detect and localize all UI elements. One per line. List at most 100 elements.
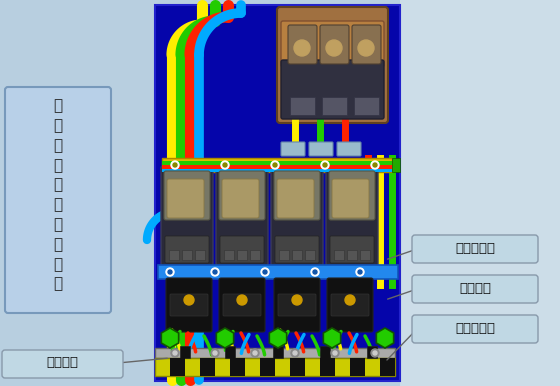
- Circle shape: [166, 268, 174, 276]
- Bar: [350, 358, 365, 376]
- Bar: [400, 0, 560, 386]
- Circle shape: [294, 40, 310, 56]
- Bar: [380, 358, 395, 376]
- Polygon shape: [269, 328, 287, 348]
- Circle shape: [333, 351, 337, 355]
- Bar: [367, 346, 377, 358]
- Bar: [224, 250, 234, 260]
- Circle shape: [358, 270, 362, 274]
- Circle shape: [271, 161, 279, 169]
- FancyBboxPatch shape: [332, 179, 369, 218]
- FancyBboxPatch shape: [223, 294, 261, 316]
- FancyBboxPatch shape: [331, 294, 369, 316]
- Circle shape: [184, 295, 194, 305]
- FancyBboxPatch shape: [222, 179, 259, 218]
- Circle shape: [371, 161, 379, 169]
- FancyBboxPatch shape: [309, 142, 333, 156]
- Circle shape: [171, 349, 179, 357]
- FancyBboxPatch shape: [271, 166, 323, 267]
- FancyBboxPatch shape: [288, 25, 317, 64]
- Bar: [260, 358, 275, 376]
- Bar: [354, 97, 379, 115]
- Bar: [273, 346, 283, 358]
- Circle shape: [213, 351, 217, 355]
- Bar: [292, 250, 302, 260]
- Circle shape: [291, 349, 299, 357]
- Bar: [290, 97, 315, 115]
- Circle shape: [373, 351, 377, 355]
- Text: 总
配
电
柜
电
缆
接
线
方
法: 总 配 电 柜 电 缆 接 线 方 法: [53, 98, 63, 291]
- Bar: [320, 346, 330, 358]
- FancyBboxPatch shape: [275, 236, 319, 263]
- FancyBboxPatch shape: [278, 294, 316, 316]
- Bar: [155, 358, 395, 376]
- FancyBboxPatch shape: [320, 25, 349, 64]
- Bar: [169, 250, 179, 260]
- FancyBboxPatch shape: [170, 294, 208, 316]
- Circle shape: [171, 161, 179, 169]
- Bar: [320, 358, 335, 376]
- Circle shape: [253, 351, 257, 355]
- FancyBboxPatch shape: [330, 236, 374, 263]
- Bar: [170, 358, 185, 376]
- Bar: [155, 5, 400, 381]
- Polygon shape: [323, 328, 340, 348]
- Bar: [162, 169, 392, 172]
- Circle shape: [358, 40, 374, 56]
- FancyBboxPatch shape: [412, 235, 538, 263]
- FancyBboxPatch shape: [412, 275, 538, 303]
- Bar: [305, 250, 315, 260]
- Circle shape: [292, 295, 302, 305]
- Polygon shape: [216, 328, 234, 348]
- FancyBboxPatch shape: [219, 278, 265, 332]
- Bar: [158, 265, 398, 279]
- Circle shape: [223, 163, 227, 167]
- Circle shape: [173, 351, 177, 355]
- Bar: [225, 346, 235, 358]
- Circle shape: [173, 163, 177, 167]
- FancyBboxPatch shape: [167, 179, 204, 218]
- FancyBboxPatch shape: [274, 278, 320, 332]
- Circle shape: [321, 161, 329, 169]
- FancyBboxPatch shape: [219, 171, 265, 220]
- FancyBboxPatch shape: [277, 7, 388, 123]
- Bar: [250, 250, 260, 260]
- FancyBboxPatch shape: [281, 21, 384, 67]
- Polygon shape: [161, 328, 179, 348]
- Circle shape: [313, 270, 317, 274]
- FancyBboxPatch shape: [166, 278, 212, 332]
- FancyBboxPatch shape: [161, 166, 213, 267]
- Bar: [334, 250, 344, 260]
- Text: 重复接地: 重复接地: [46, 357, 78, 369]
- Bar: [155, 348, 395, 358]
- Circle shape: [213, 270, 217, 274]
- FancyBboxPatch shape: [327, 278, 373, 332]
- Circle shape: [261, 268, 269, 276]
- Circle shape: [168, 270, 172, 274]
- Bar: [360, 250, 370, 260]
- Polygon shape: [376, 328, 394, 348]
- Circle shape: [273, 163, 277, 167]
- FancyBboxPatch shape: [5, 87, 111, 313]
- FancyBboxPatch shape: [337, 142, 361, 156]
- FancyBboxPatch shape: [216, 166, 268, 267]
- Circle shape: [345, 295, 355, 305]
- Bar: [200, 358, 215, 376]
- Bar: [347, 250, 357, 260]
- Circle shape: [373, 163, 377, 167]
- Bar: [195, 250, 205, 260]
- Circle shape: [237, 295, 247, 305]
- Bar: [392, 158, 400, 172]
- FancyBboxPatch shape: [165, 236, 209, 263]
- Bar: [180, 346, 190, 358]
- Bar: [182, 250, 192, 260]
- Text: 保护零线排: 保护零线排: [455, 322, 495, 335]
- Bar: [322, 97, 347, 115]
- Circle shape: [311, 268, 319, 276]
- Bar: [290, 358, 305, 376]
- Circle shape: [211, 268, 219, 276]
- Circle shape: [331, 349, 339, 357]
- FancyBboxPatch shape: [164, 171, 210, 220]
- Bar: [237, 250, 247, 260]
- Text: 角钢支架: 角钢支架: [459, 283, 491, 296]
